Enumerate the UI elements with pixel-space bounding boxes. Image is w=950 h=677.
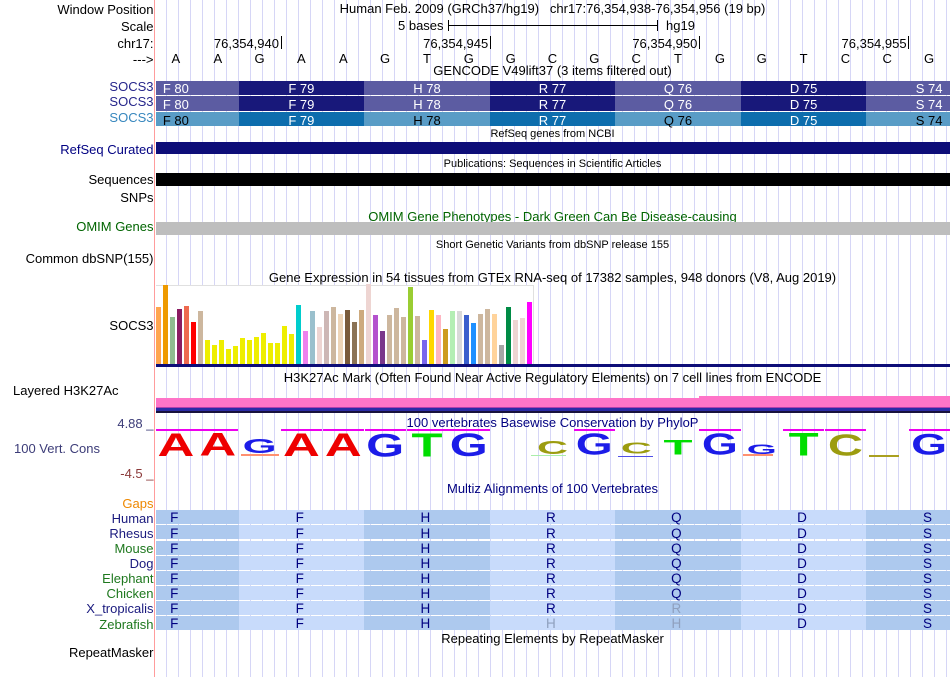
svg-text:C: C: [537, 437, 568, 457]
svg-text:A: A: [157, 427, 194, 464]
svg-text:C: C: [828, 427, 863, 462]
svg-text:G: G: [450, 427, 488, 463]
svg-text:G: G: [702, 428, 738, 461]
svg-text:A: A: [283, 427, 320, 464]
svg-text:G: G: [747, 442, 777, 457]
svg-text:G: G: [243, 435, 277, 458]
svg-text:G: G: [911, 428, 947, 461]
svg-text:C: C: [621, 439, 652, 457]
svg-text:A: A: [199, 427, 236, 464]
svg-text:T: T: [664, 436, 693, 459]
svg-text:G: G: [366, 427, 404, 464]
svg-text:A: A: [325, 427, 362, 464]
svg-text:T: T: [789, 426, 820, 463]
svg-text:T: T: [411, 427, 442, 465]
svg-text:G: G: [576, 428, 613, 462]
